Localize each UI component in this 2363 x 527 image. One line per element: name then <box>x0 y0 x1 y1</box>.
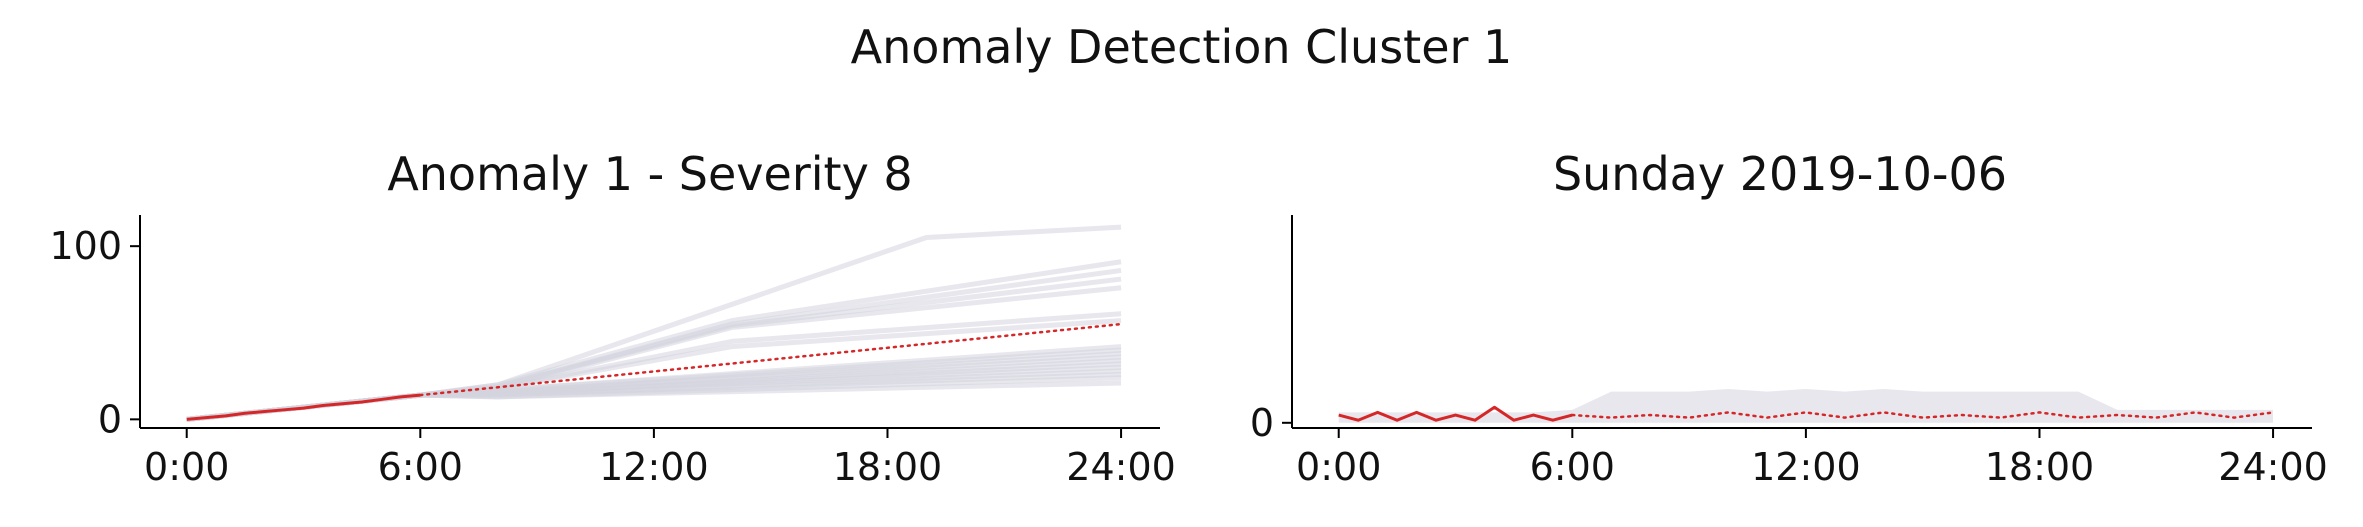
forecast-line <box>419 322 1123 397</box>
anomaly-line <box>186 393 421 421</box>
plot-area <box>186 224 1123 422</box>
x-tick-label: 18:00 <box>1985 445 2095 489</box>
y-tick-label: 100 <box>49 224 122 268</box>
x-tick-label: 18:00 <box>833 445 943 489</box>
chart-title: Anomaly 1 - Severity 8 <box>387 147 912 201</box>
x-tick-label: 12:00 <box>1751 445 1861 489</box>
chart-title: Sunday 2019-10-06 <box>1553 147 2007 201</box>
anomaly-line <box>1338 405 1573 422</box>
x-tick-label: 0:00 <box>1296 445 1381 489</box>
x-tick-label: 12:00 <box>599 445 709 489</box>
forecast-line <box>1571 411 2275 419</box>
x-tick-label: 6:00 <box>1530 445 1615 489</box>
figure-title: Anomaly Detection Cluster 1 <box>850 20 1513 74</box>
y-tick-label: 0 <box>1250 401 1274 445</box>
plot-area <box>1338 389 2275 423</box>
x-tick-label: 0:00 <box>144 445 229 489</box>
x-tick-label: 24:00 <box>1066 445 1176 489</box>
x-tick-label: 6:00 <box>378 445 463 489</box>
y-tick-label: 0 <box>98 397 122 441</box>
x-tick-label: 24:00 <box>2218 445 2328 489</box>
